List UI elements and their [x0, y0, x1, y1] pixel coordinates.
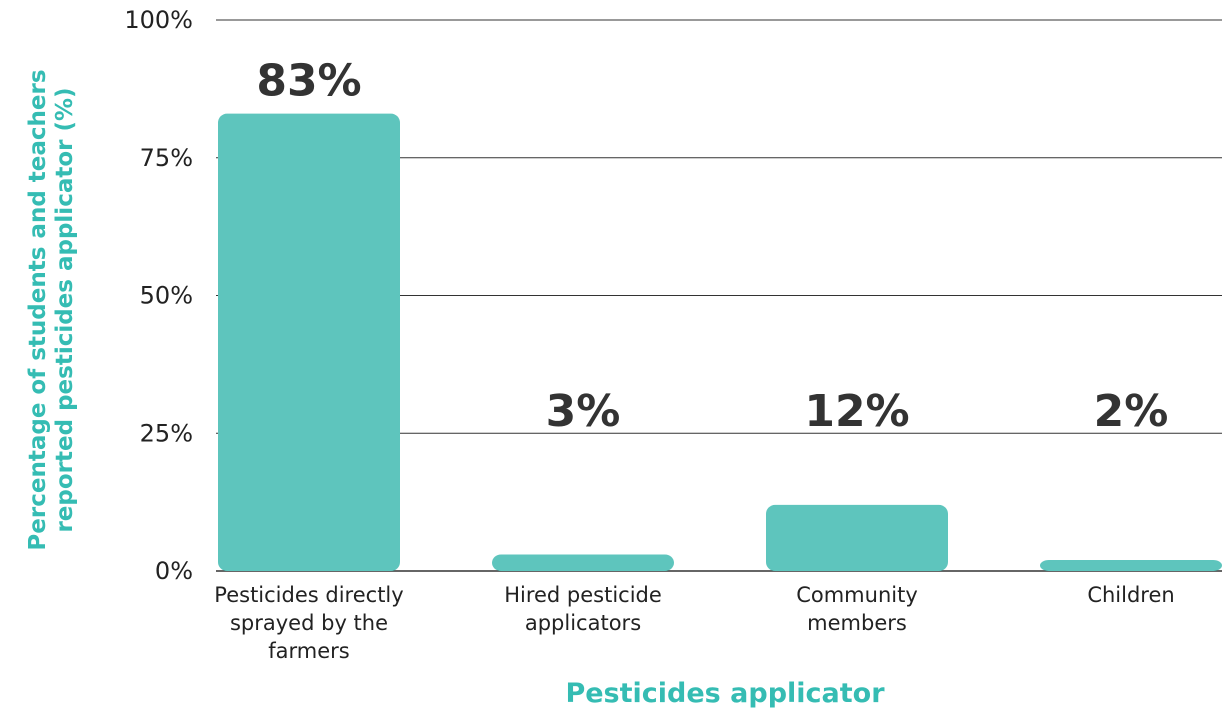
data-label: 12%: [804, 386, 909, 437]
bar: [492, 554, 674, 571]
y-tick-label: 100%: [124, 6, 193, 34]
y-tick-label: 0%: [155, 557, 193, 585]
data-label: 83%: [256, 56, 361, 107]
bar: [1040, 559, 1222, 571]
y-tick-labels: 0% 25% 50% 75% 100%: [124, 6, 193, 585]
category-label: Community members: [796, 583, 918, 635]
bars: [218, 113, 1222, 572]
y-tick-label: 50%: [140, 282, 193, 310]
x-axis-title: Pesticides applicator: [565, 678, 885, 709]
data-labels: 83% 3% 12% 2%: [256, 56, 1168, 437]
y-axis-title: Percentage of students and teachersrepor…: [25, 69, 78, 550]
category-label: Pesticides directly sprayed by the farmers: [214, 583, 403, 663]
y-tick-label: 75%: [140, 144, 193, 172]
bar: [218, 113, 400, 572]
y-tick-label: 25%: [140, 419, 193, 447]
category-label: Hired pesticide applicators: [504, 583, 662, 635]
data-label: 3%: [546, 386, 621, 437]
bar: [766, 504, 948, 571]
data-label: 2%: [1094, 386, 1169, 437]
category-label: Children: [1087, 583, 1174, 607]
category-labels: Pesticides directly sprayed by the farmers…: [214, 583, 1174, 663]
